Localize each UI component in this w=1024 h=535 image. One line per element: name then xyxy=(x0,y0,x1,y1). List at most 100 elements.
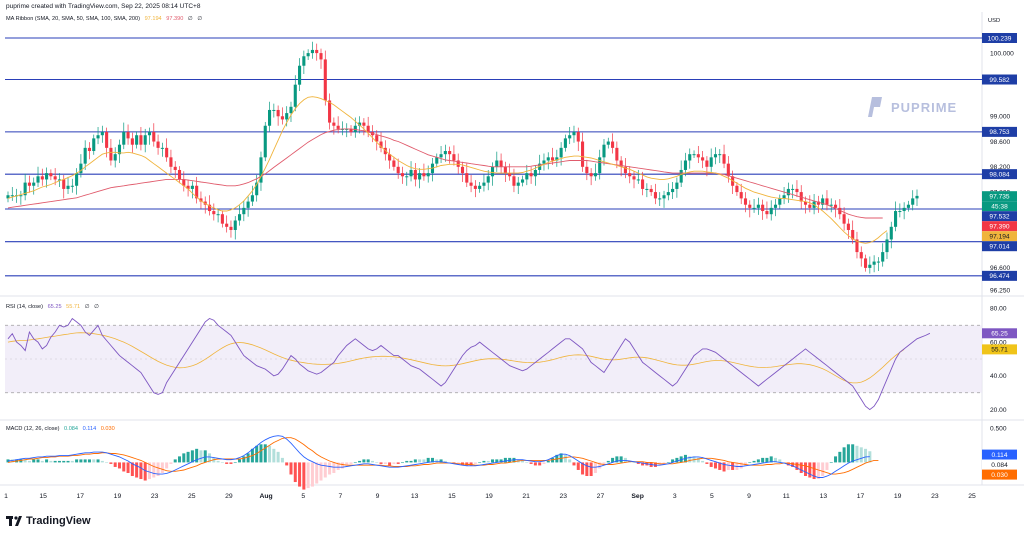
macd-histogram-bar xyxy=(581,462,585,475)
macd-histogram-bar xyxy=(812,462,816,480)
macd-histogram-bar xyxy=(83,459,87,463)
candle-body xyxy=(45,173,49,180)
macd-legend[interactable]: MACD (12, 26, close) 0.084 0.114 0.030 xyxy=(6,426,115,432)
candle-body xyxy=(773,204,778,208)
price-tag-sma50-bg xyxy=(982,221,1017,232)
candle-body xyxy=(83,147,87,164)
candle-body xyxy=(310,49,314,54)
price-tag-up: 97.735 xyxy=(989,193,1010,200)
macd-histogram-bar xyxy=(456,462,460,464)
macd-histogram-bar xyxy=(842,447,846,463)
macd-histogram-bar xyxy=(259,444,263,463)
candle-body xyxy=(439,154,443,158)
macd-histogram-bar xyxy=(186,451,190,463)
macd-histogram-bar xyxy=(662,462,666,464)
candle-body xyxy=(323,59,327,101)
macd-histogram-bar xyxy=(272,448,276,463)
candle-body xyxy=(6,195,10,199)
tradingview-logo[interactable]: TradingView xyxy=(6,515,91,527)
candle-body xyxy=(388,154,392,161)
macd-histogram-bar xyxy=(430,457,434,463)
macd-histogram-bar xyxy=(392,462,396,464)
macd-histogram-bar xyxy=(306,462,310,489)
macd-histogram-bar xyxy=(482,460,486,463)
macd-histogram-bar xyxy=(349,462,353,464)
macd-histogram-bar xyxy=(315,462,319,484)
macd-histogram-bar xyxy=(45,459,49,463)
macd-histogram-bar xyxy=(491,459,495,463)
macd-histogram-bar xyxy=(370,460,374,463)
candle-body xyxy=(495,160,499,167)
candle-body xyxy=(769,207,773,215)
macd-histogram-bar xyxy=(743,462,747,466)
macd-histogram-bar xyxy=(791,462,795,467)
candle-body xyxy=(581,141,585,167)
macd-histogram-bar xyxy=(821,462,825,477)
macd-histogram-bar xyxy=(765,457,769,463)
price-tag-level: 98.753 xyxy=(989,129,1010,136)
chart-attribution: puprime created with TradingView.com, Se… xyxy=(6,3,201,10)
candle-body xyxy=(79,163,83,174)
price-tag-sma20: 97.194 xyxy=(989,233,1010,240)
macd-legend-hist-value: 0.084 xyxy=(64,426,79,432)
candle-body xyxy=(413,169,417,180)
candle-body xyxy=(529,173,533,177)
macd-histogram-bar xyxy=(92,459,96,463)
candle-body xyxy=(147,132,152,136)
macd-histogram-bar xyxy=(366,459,370,463)
x-axis-tick-label: 15 xyxy=(448,493,456,500)
x-axis-tick-label: 11 xyxy=(783,493,790,500)
macd-histogram-bar xyxy=(726,462,730,470)
rsi-legend[interactable]: RSI (14, close) 65.25 55.71 ∅ ∅ xyxy=(6,304,99,310)
macd-histogram-bar xyxy=(808,462,812,478)
macd-histogram-bar xyxy=(696,457,700,463)
candle-body xyxy=(705,160,709,167)
macd-histogram-bar xyxy=(358,460,362,463)
candle-body xyxy=(143,135,147,145)
candle-body xyxy=(632,176,636,180)
candle-body xyxy=(195,185,199,199)
macd-histogram-bar xyxy=(769,456,773,463)
x-axis-tick-label: 9 xyxy=(376,493,380,500)
macd-histogram-bar xyxy=(70,460,74,463)
macd-histogram-bar xyxy=(27,460,31,463)
macd-histogram-bar xyxy=(160,462,164,473)
macd-histogram-bar xyxy=(276,451,280,463)
macd-histogram-bar xyxy=(413,459,417,463)
price-tag-level: 97.014 xyxy=(989,243,1010,250)
candle-body xyxy=(542,160,546,164)
macd-histogram-bar xyxy=(761,457,765,463)
candle-body xyxy=(452,154,456,161)
candle-body xyxy=(250,195,254,202)
candle-body xyxy=(400,173,405,177)
candle-body xyxy=(615,147,619,161)
x-axis-tick-label: 19 xyxy=(894,493,902,500)
candle-body xyxy=(96,135,100,139)
candle-body xyxy=(606,141,610,145)
candle-body xyxy=(803,201,808,205)
macd-line xyxy=(7,435,870,478)
macd-histogram-bar xyxy=(208,453,212,463)
macd-histogram-bar xyxy=(32,459,36,463)
macd-histogram-bar xyxy=(593,462,597,473)
macd-histogram-bar xyxy=(641,462,645,466)
x-axis-tick-label: 29 xyxy=(225,493,233,500)
candle-body xyxy=(117,144,122,155)
macd-histogram-bar xyxy=(216,460,220,463)
candle-body xyxy=(448,151,452,155)
macd-histogram-bar xyxy=(362,459,366,463)
ma-ribbon-legend[interactable]: MA Ribbon (SMA, 20, SMA, 50, SMA, 100, S… xyxy=(6,16,202,22)
candle-body xyxy=(722,154,726,164)
candle-body xyxy=(199,198,203,202)
candle-body xyxy=(641,179,645,189)
candle-body xyxy=(666,192,670,196)
candle-body xyxy=(859,252,863,259)
rsi-ma-line xyxy=(7,332,905,384)
macd-histogram-bar xyxy=(636,462,640,464)
candle-body xyxy=(602,144,606,158)
x-axis-tick-label: 25 xyxy=(968,493,976,500)
price-tag-level-bg xyxy=(982,241,1017,252)
candle-body xyxy=(87,147,92,152)
candle-body xyxy=(748,204,752,208)
